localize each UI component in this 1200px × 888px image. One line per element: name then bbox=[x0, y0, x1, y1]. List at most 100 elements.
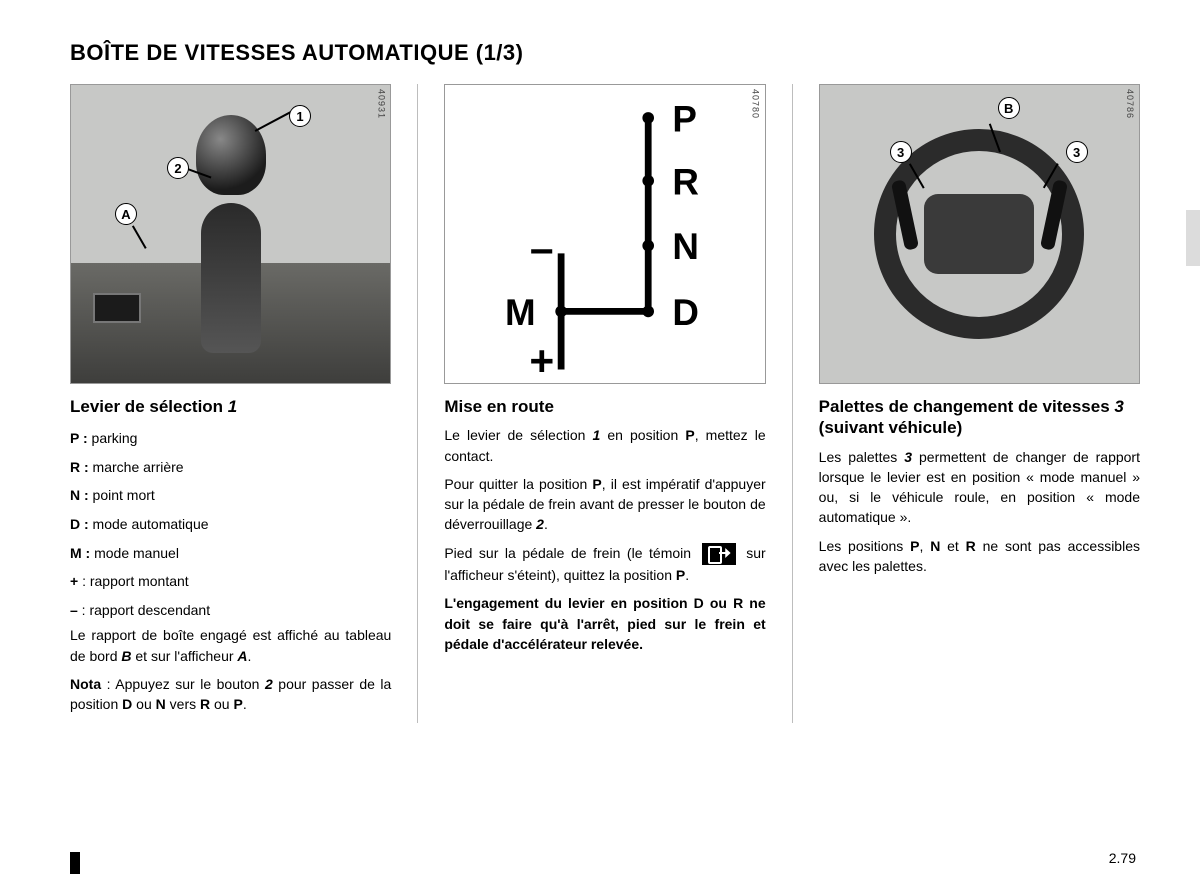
figure-code: 40931 bbox=[376, 89, 386, 119]
shift-diagram-svg: P R N D M – + bbox=[445, 85, 764, 383]
thumb-tab bbox=[1186, 210, 1200, 266]
figure-code: 40786 bbox=[1125, 89, 1135, 119]
ref-a: A bbox=[237, 648, 247, 664]
diag-p: P bbox=[673, 98, 698, 139]
subtitle-mise-en-route: Mise en route bbox=[444, 396, 765, 417]
ref-r: R bbox=[200, 696, 210, 712]
t: Le levier de sélection bbox=[444, 427, 592, 443]
def-val: point mort bbox=[89, 487, 155, 503]
t: . bbox=[685, 567, 689, 583]
t: ou bbox=[132, 696, 155, 712]
content-columns: 40931 1 2 A Levier de sélection 1 P : pa… bbox=[70, 84, 1140, 723]
definition-list: P : parking R : marche arrière N : point… bbox=[70, 425, 391, 623]
def-key: N : bbox=[70, 487, 89, 503]
t: . bbox=[544, 516, 548, 532]
ref-n: N bbox=[930, 538, 940, 554]
def-val: mode automatique bbox=[89, 516, 209, 532]
footer-mark bbox=[70, 852, 80, 874]
t: Palettes de changement de vitesses bbox=[819, 397, 1115, 416]
t: : Appuyez sur le bouton bbox=[101, 676, 265, 692]
figure-shift-diagram: 40780 P R N D M – + bbox=[444, 84, 765, 384]
def-row: M : mode manuel bbox=[70, 540, 391, 567]
def-val: parking bbox=[88, 430, 138, 446]
foot-brake-icon bbox=[702, 543, 736, 565]
para-paddles-2: Les positions P, N et R ne sont pas acce… bbox=[819, 536, 1140, 577]
wheel-hub-graphic bbox=[924, 194, 1034, 274]
page-number: 2.79 bbox=[1109, 850, 1136, 866]
t: (suivant véhicule) bbox=[819, 418, 963, 437]
ref-p: P bbox=[685, 427, 694, 443]
t: vers bbox=[166, 696, 200, 712]
para-start-4: L'engagement du levier en position D ou … bbox=[444, 593, 765, 654]
t: en position bbox=[600, 427, 685, 443]
def-row: N : point mort bbox=[70, 482, 391, 509]
figure-gear-lever: 40931 1 2 A bbox=[70, 84, 391, 384]
callout-3-right: 3 bbox=[1066, 141, 1088, 163]
diag-n: N bbox=[673, 226, 700, 267]
ref-b: B bbox=[121, 648, 131, 664]
ref-d: D bbox=[122, 696, 132, 712]
ref-p: P bbox=[676, 567, 685, 583]
callout-2: 2 bbox=[167, 157, 189, 179]
page-title: BOÎTE DE VITESSES AUTOMATIQUE (1/3) bbox=[70, 40, 1140, 66]
para-start-2: Pour quitter la position P, il est impér… bbox=[444, 474, 765, 535]
def-row: + : rapport montant bbox=[70, 568, 391, 595]
column-separator bbox=[792, 84, 793, 723]
subtitle-ref: 1 bbox=[228, 397, 237, 416]
callout-1: 1 bbox=[289, 105, 311, 127]
nota-label: Nota bbox=[70, 676, 101, 692]
ref-3: 3 bbox=[904, 449, 912, 465]
figure-code: 40780 bbox=[751, 89, 761, 119]
para-start-1: Le levier de sélection 1 en position P, … bbox=[444, 425, 765, 466]
def-val: marche arrière bbox=[89, 459, 184, 475]
def-row: R : marche arrière bbox=[70, 454, 391, 481]
def-key: M : bbox=[70, 545, 90, 561]
para-paddles-1: Les palettes 3 permettent de changer de … bbox=[819, 447, 1140, 528]
leader-line bbox=[132, 225, 146, 248]
def-key: R : bbox=[70, 459, 89, 475]
column-right: 40786 3 3 B Palettes de changement de vi… bbox=[819, 84, 1140, 723]
column-center: 40780 P R N D M – + Mise en route Le bbox=[444, 84, 765, 723]
column-left: 40931 1 2 A Levier de sélection 1 P : pa… bbox=[70, 84, 391, 723]
figure-steering-wheel: 40786 3 3 B bbox=[819, 84, 1140, 384]
ref-3: 3 bbox=[1114, 397, 1123, 416]
def-val: : rapport descendant bbox=[78, 602, 210, 618]
diag-plus: + bbox=[530, 337, 555, 383]
callout-3-left: 3 bbox=[890, 141, 912, 163]
para-rapport: Le rapport de boîte engagé est affiché a… bbox=[70, 625, 391, 666]
diag-r: R bbox=[673, 161, 700, 202]
subtitle-text: Levier de sélection bbox=[70, 397, 228, 416]
para-start-3: Pied sur la pédale de frein (le témoin s… bbox=[444, 543, 765, 586]
ref-2: 2 bbox=[265, 676, 273, 692]
subtitle-lever: Levier de sélection 1 bbox=[70, 396, 391, 417]
t: , bbox=[919, 538, 930, 554]
def-row: D : mode automatique bbox=[70, 511, 391, 538]
ref-n: N bbox=[156, 696, 166, 712]
ref-2: 2 bbox=[536, 516, 544, 532]
diag-minus: – bbox=[530, 225, 554, 273]
t: . bbox=[243, 696, 247, 712]
lever-base-graphic bbox=[201, 203, 261, 353]
t: Pied sur la pédale de frein (le témoin bbox=[444, 545, 697, 561]
leader-line bbox=[255, 111, 291, 131]
diag-m: M bbox=[505, 292, 536, 333]
t: et bbox=[940, 538, 965, 554]
def-key: + bbox=[70, 573, 78, 589]
def-row: – : rapport descendant bbox=[70, 597, 391, 624]
ref-r: R bbox=[966, 538, 976, 554]
ref-p: P bbox=[592, 476, 601, 492]
callout-b: B bbox=[998, 97, 1020, 119]
t: et sur l'afficheur bbox=[132, 648, 238, 664]
def-key: D : bbox=[70, 516, 89, 532]
column-separator bbox=[417, 84, 418, 723]
t: Les positions bbox=[819, 538, 910, 554]
display-a-graphic bbox=[93, 293, 141, 323]
def-val: mode manuel bbox=[90, 545, 179, 561]
lever-knob-graphic bbox=[196, 115, 266, 195]
def-key: P : bbox=[70, 430, 88, 446]
def-row: P : parking bbox=[70, 425, 391, 452]
def-key: – bbox=[70, 602, 78, 618]
warning-bold: L'engagement du levier en position D ou … bbox=[444, 595, 765, 652]
diag-d: D bbox=[673, 292, 700, 333]
t: ou bbox=[210, 696, 233, 712]
